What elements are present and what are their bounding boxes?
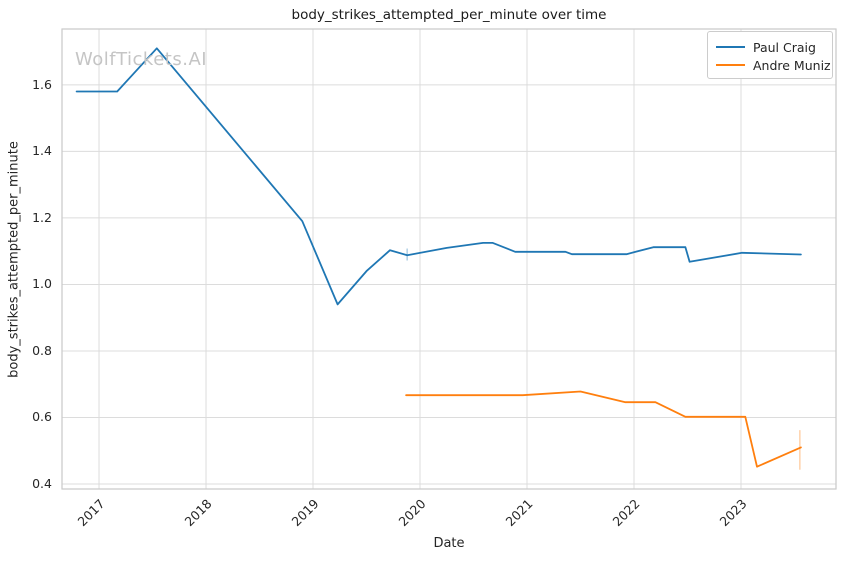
y-tick-label: 0.4 [32,476,52,491]
legend-line-swatch-orange [716,64,745,66]
plot-border [61,28,837,490]
y-tick-label: 1.6 [32,76,52,92]
legend-item-paul-craig: Paul Craig [716,38,824,56]
series-line-andre-muniz [405,390,802,468]
chart-title: body_strikes_attempted_per_minute over t… [291,7,607,23]
watermark: WolfTickets.AI [75,49,208,70]
y-tick-label: 0.6 [32,409,52,425]
legend-item-andre-muniz: Andre Muniz [716,56,831,74]
y-tick-label: 1.0 [32,276,52,292]
y-tick-label: 0.8 [32,342,52,358]
legend-label: Andre Muniz [753,57,831,73]
y-tick-label: 1.2 [32,209,52,225]
legend-label: Paul Craig [753,39,816,55]
legend: Paul Craig Andre Muniz [707,31,833,79]
series-line-paul-craig [75,47,802,306]
y-tick-label: 1.4 [32,143,52,159]
x-axis-label: Date [433,536,465,551]
legend-line-swatch-blue [716,46,745,48]
